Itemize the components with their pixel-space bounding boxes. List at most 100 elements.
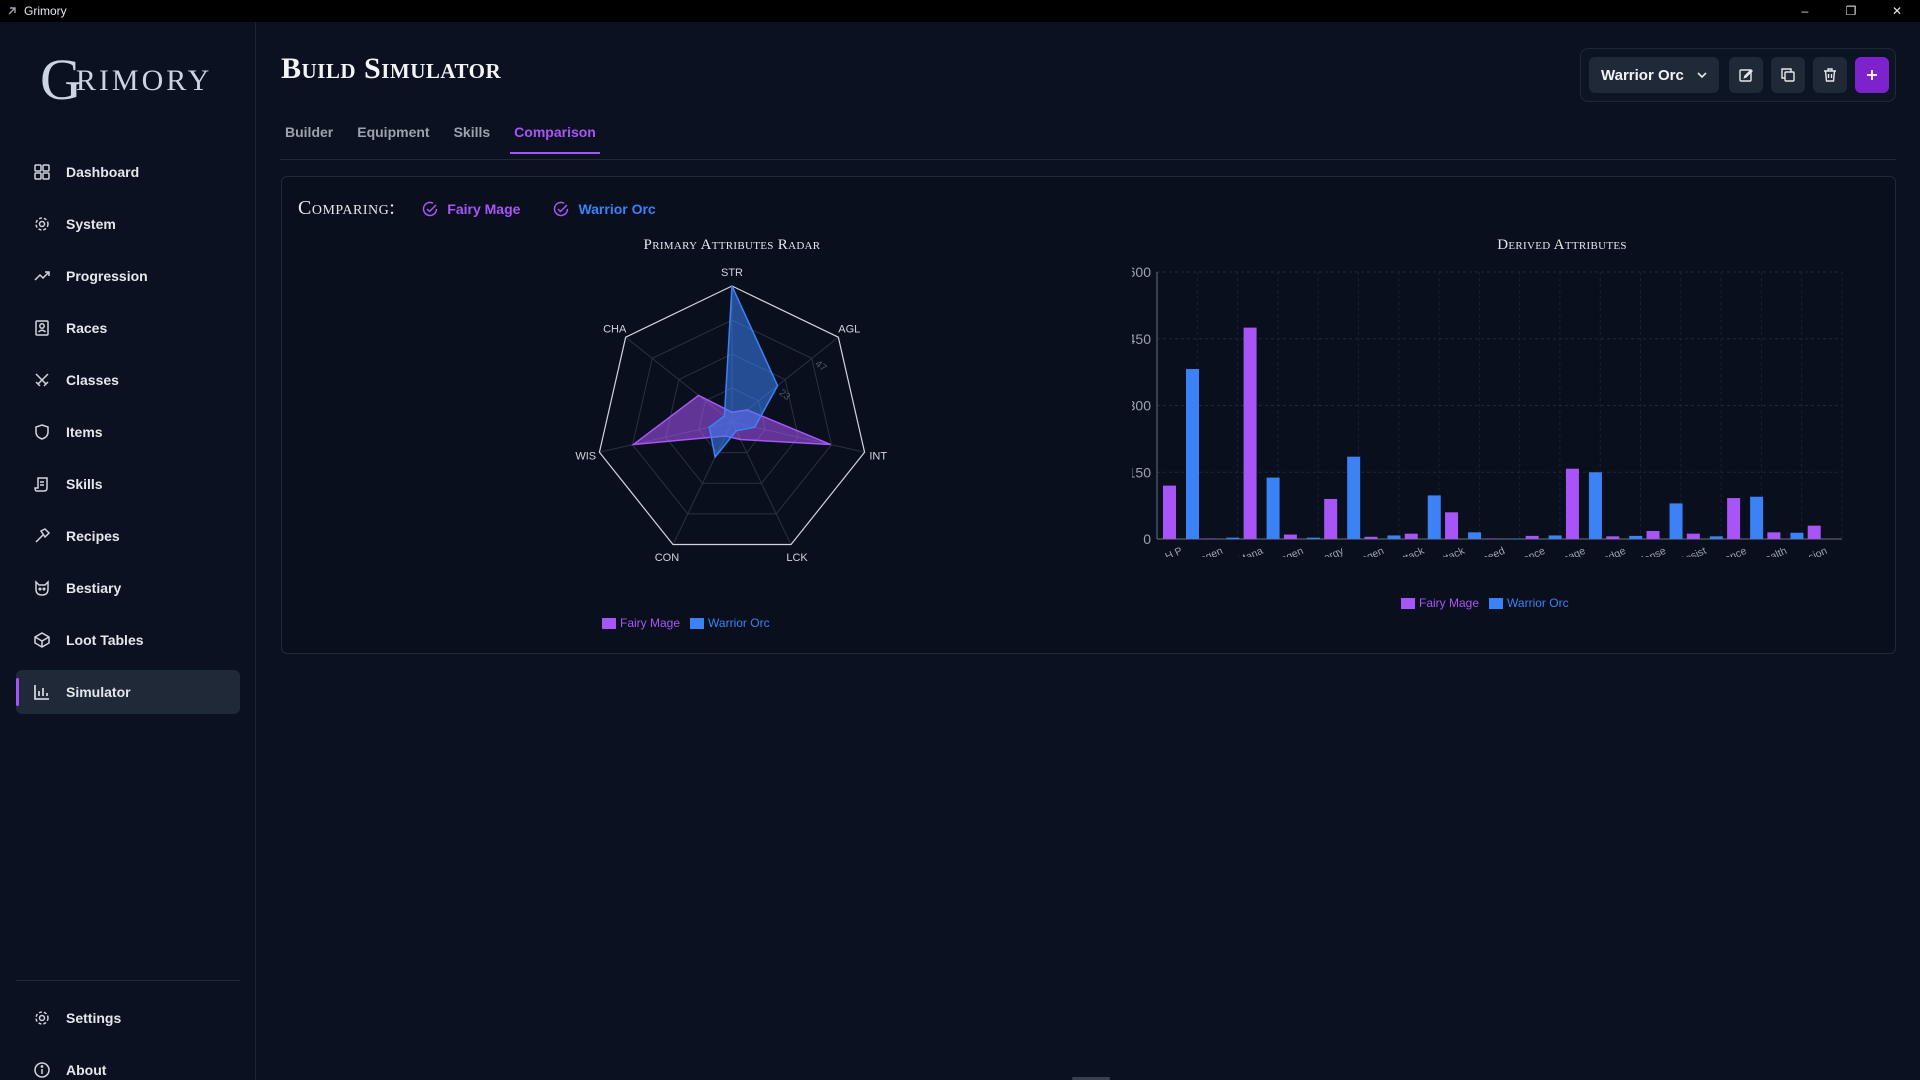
bar-fairy-mage <box>1727 498 1741 539</box>
legend-swatch <box>1401 597 1415 609</box>
edit-icon <box>1739 69 1753 82</box>
gear-icon <box>32 1008 52 1028</box>
bar-y-tick-label: 0 <box>1143 531 1151 547</box>
shield-icon <box>32 422 52 442</box>
compare-chip-warrior-orc[interactable]: Warrior Orc <box>552 200 656 218</box>
tab-builder[interactable]: Builder <box>285 124 334 140</box>
restore-button[interactable]: ❐ <box>1845 4 1857 18</box>
portrait-icon <box>32 318 52 338</box>
sidebar-item-simulator[interactable]: Simulator <box>16 670 240 714</box>
sidebar-item-label: Items <box>66 424 103 440</box>
bar-y-tick-label: 150 <box>1132 464 1151 480</box>
beast-icon <box>32 578 52 598</box>
legend-item-fairy-mage: Fairy Mage <box>602 616 680 630</box>
sidebar-item-loot-tables[interactable]: Loot Tables <box>16 618 240 662</box>
bar-warrior-orc <box>1750 496 1764 539</box>
gear-icon <box>32 214 52 234</box>
page-title: Build Simulator <box>281 52 502 85</box>
sidebar-item-settings[interactable]: Settings <box>16 996 240 1040</box>
bar-fairy-mage <box>1525 535 1539 539</box>
sidebar-nav: Dashboard System Progression Races Class… <box>16 150 240 722</box>
sidebar-item-label: Bestiary <box>66 580 122 596</box>
bar-fairy-mage <box>1243 327 1257 539</box>
bar-warrior-orc <box>1629 535 1643 539</box>
sidebar-item-about[interactable]: About <box>16 1048 240 1080</box>
sidebar-item-recipes[interactable]: Recipes <box>16 514 240 558</box>
sidebar-item-dashboard[interactable]: Dashboard <box>16 150 240 194</box>
legend-label: Fairy Mage <box>620 616 681 630</box>
legend-item-warrior-orc: Warrior Orc <box>1489 596 1569 610</box>
sidebar-item-label: Races <box>66 320 108 336</box>
bar-warrior-orc <box>1387 535 1401 539</box>
sidebar-item-items[interactable]: Items <box>16 410 240 454</box>
bar-fairy-mage <box>1767 532 1781 539</box>
sidebar-item-bestiary[interactable]: Bestiary <box>16 566 240 610</box>
check-circle-icon <box>421 200 439 218</box>
bar-fairy-mage <box>1646 530 1660 539</box>
sidebar-item-races[interactable]: Races <box>16 306 240 350</box>
build-toolbar: Warrior Orc <box>1580 48 1896 102</box>
sidebar-item-label: Progression <box>66 268 148 284</box>
compare-chip-label: Warrior Orc <box>578 200 656 217</box>
bar-warrior-orc <box>1468 532 1482 539</box>
build-select[interactable]: Warrior Orc <box>1589 57 1719 93</box>
sidebar-item-label: Settings <box>66 1010 122 1026</box>
bar-warrior-orc <box>1266 477 1280 539</box>
bar-fairy-mage <box>1606 536 1620 539</box>
edit-build-button[interactable] <box>1729 57 1763 93</box>
sidebar-item-label: System <box>66 216 116 232</box>
legend-label: Warrior Orc <box>1507 596 1569 610</box>
bar-fairy-mage <box>1445 512 1459 539</box>
radar-series-warrior-orc <box>708 285 779 459</box>
radar-axis-label: STR <box>721 267 743 279</box>
sidebar-item-label: Simulator <box>66 684 131 700</box>
trash-icon <box>1824 68 1836 82</box>
close-button[interactable]: ✕ <box>1891 4 1903 18</box>
sidebar-item-system[interactable]: System <box>16 202 240 246</box>
bar-warrior-orc <box>1548 535 1562 539</box>
duplicate-build-button[interactable] <box>1771 57 1805 93</box>
bar-x-tick-label: Defense <box>1627 545 1668 557</box>
tab-equipment[interactable]: Equipment <box>357 124 430 140</box>
bar-fairy-mage <box>1565 468 1579 539</box>
compare-chip-fairy-mage[interactable]: Fairy Mage <box>421 200 520 218</box>
comparing-label: Comparing: <box>298 197 396 219</box>
grid-icon <box>32 162 52 182</box>
add-build-button[interactable] <box>1855 57 1889 93</box>
scroll-indicator[interactable] <box>1072 1077 1110 1080</box>
bar-warrior-orc <box>1186 369 1199 539</box>
logo-initial: G <box>40 47 82 112</box>
legend-swatch <box>690 617 705 629</box>
hammer-icon <box>32 526 52 546</box>
comparing-bar: Comparing: Fairy Mage Warrior Orc <box>298 197 688 220</box>
bar-chart-title: Derived Attributes <box>1497 237 1627 253</box>
delete-build-button[interactable] <box>1813 57 1847 93</box>
sidebar-item-classes[interactable]: Classes <box>16 358 240 402</box>
sidebar-item-skills[interactable]: Skills <box>16 462 240 506</box>
bar-warrior-orc <box>1709 536 1723 539</box>
tab-comparison[interactable]: Comparison <box>510 124 600 154</box>
bar-fairy-mage <box>1364 536 1378 539</box>
plus-icon <box>1867 70 1877 80</box>
tab-skills[interactable]: Skills <box>453 124 491 140</box>
legend-label: Fairy Mage <box>1419 596 1480 610</box>
bar-x-tick-label: Energy <box>1310 545 1346 557</box>
bar-warrior-orc <box>1669 503 1683 539</box>
bar-chart-icon <box>32 682 52 702</box>
sidebar-item-label: Recipes <box>66 528 120 544</box>
sidebar-item-label: Loot Tables <box>66 632 144 648</box>
bar-fairy-mage <box>1283 534 1297 539</box>
bar-fairy-mage <box>1324 498 1338 539</box>
bar-fairy-mage <box>1807 525 1821 539</box>
sidebar: G RIMORY Dashboard System Progression Ra… <box>0 22 256 1080</box>
bar-y-tick-label: 300 <box>1132 398 1151 414</box>
window-title: Grimory <box>24 4 67 18</box>
scroll-icon <box>32 474 52 494</box>
legend-swatch <box>602 617 616 629</box>
legend-label: Warrior Orc <box>708 616 770 630</box>
sidebar-item-progression[interactable]: Progression <box>16 254 240 298</box>
radar-spoke <box>731 421 792 545</box>
bar-warrior-orc <box>1790 532 1804 539</box>
minimize-button[interactable]: – <box>1801 4 1809 18</box>
bar-fairy-mage <box>1404 533 1418 539</box>
